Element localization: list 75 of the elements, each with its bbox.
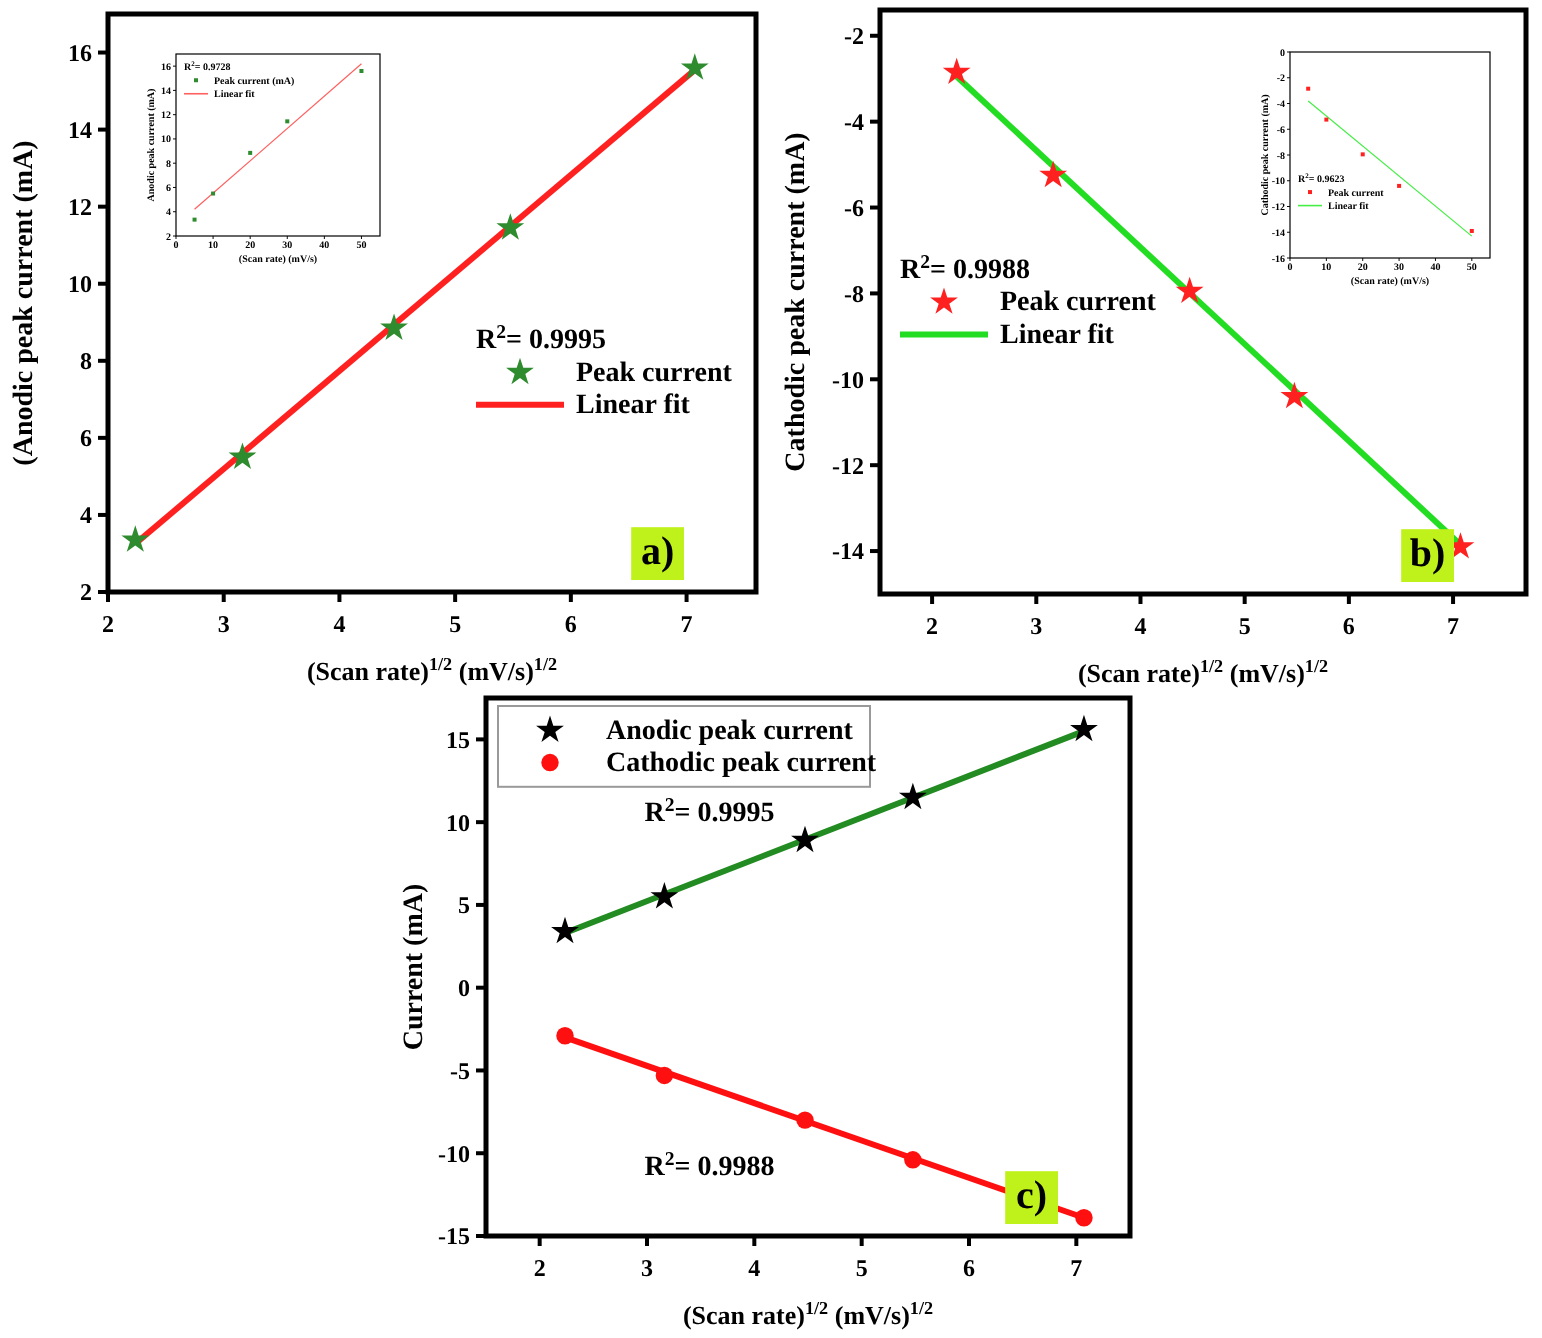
annotation: R$^{2}$= 0.9988 [644, 1148, 775, 1184]
point [791, 825, 819, 853]
point [904, 1151, 922, 1169]
point [121, 525, 150, 552]
x-tick-label: 3 [1030, 612, 1043, 640]
point [942, 57, 971, 85]
x-tick-label: 5 [1238, 612, 1251, 640]
point [1280, 381, 1309, 409]
point [1075, 1209, 1093, 1227]
legend-label: Anodic peak current [606, 716, 854, 747]
annotation: c) [1016, 1174, 1048, 1219]
y-tick-label: -10 [438, 1139, 470, 1168]
x-tick-label: 7 [1070, 1254, 1083, 1282]
x-axis-title: (Scan rate)$^{1/2}$ (mV/s)$^{1/2}$ [682, 1298, 934, 1330]
x-tick-label: 7 [1447, 612, 1460, 640]
annotation: R$^{2}$= 0.9995 [644, 793, 775, 829]
y-tick-label: 2 [80, 578, 92, 607]
y-tick-label: 5 [458, 891, 470, 920]
y-tick-label: 4 [80, 501, 92, 530]
point [496, 213, 525, 240]
annotation: R$^{2}$= 0.9988 [900, 250, 1031, 286]
legend-label: Peak current [1000, 288, 1157, 319]
legend-label: Cathodic peak current [606, 749, 877, 779]
x-tick-label: 6 [1342, 612, 1355, 640]
y-tick-label: -2 [844, 22, 864, 51]
x-axis-title: (Scan rate)$^{1/2}$ (mV/s)$^{1/2}$ [1077, 656, 1329, 688]
y-tick-label: 15 [446, 725, 470, 754]
y-tick-label: -10 [832, 365, 864, 394]
point [1070, 714, 1098, 742]
point [1039, 160, 1068, 188]
point [380, 313, 408, 340]
y-tick-label: 12 [68, 193, 92, 222]
x-tick-label: 4 [748, 1254, 761, 1282]
legend-label: Linear fit [576, 391, 691, 422]
x-tick-label: 4 [333, 610, 346, 638]
point [796, 1111, 814, 1129]
y-axis-title: (Anodic peak current (mA) [10, 139, 40, 466]
y-tick-label: 10 [446, 808, 470, 837]
x-tick-label: 2 [926, 612, 939, 640]
x-tick-label: 4 [1134, 612, 1147, 640]
y-tick-label: -5 [450, 1056, 470, 1085]
y-tick-label: -8 [844, 279, 864, 308]
annotation: a) [640, 530, 675, 575]
annotation: R$^{2}$= 0.9995 [476, 321, 607, 357]
y-tick-label: 16 [68, 38, 92, 67]
point [898, 782, 927, 810]
y-axis-title: Cathodic peak current (mA) [782, 131, 812, 472]
point [655, 1066, 674, 1085]
annotation: b) [1409, 532, 1446, 577]
y-tick-label: -14 [832, 537, 864, 566]
y-axis-title: Current (mA) [400, 883, 430, 1051]
x-tick-label: 3 [641, 1254, 653, 1282]
x-axis-title: (Scan rate)$^{1/2}$ (mV/s)$^{1/2}$ [306, 654, 558, 686]
x-tick-label: 3 [217, 610, 230, 638]
y-tick-label: 0 [458, 974, 470, 1003]
y-tick-label: -15 [438, 1222, 470, 1251]
legend-label: Peak current [576, 358, 733, 389]
y-tick-label: -12 [832, 451, 864, 480]
y-tick-label: 14 [68, 116, 92, 144]
point [228, 442, 257, 469]
point [556, 1026, 574, 1045]
point [650, 882, 679, 909]
y-tick-label: -6 [844, 193, 864, 222]
x-tick-label: 2 [533, 1254, 546, 1282]
y-tick-label: 8 [80, 347, 92, 376]
x-tick-label: 7 [680, 610, 693, 638]
legend-label: Linear fit [1000, 320, 1115, 351]
point [680, 53, 709, 80]
y-tick-label: -4 [844, 108, 864, 137]
point [1175, 276, 1204, 304]
x-tick-label: 6 [963, 1254, 975, 1282]
x-tick-label: 2 [102, 610, 114, 638]
x-tick-label: 6 [564, 610, 577, 638]
point [551, 916, 579, 944]
y-tick-label: 6 [80, 424, 92, 453]
